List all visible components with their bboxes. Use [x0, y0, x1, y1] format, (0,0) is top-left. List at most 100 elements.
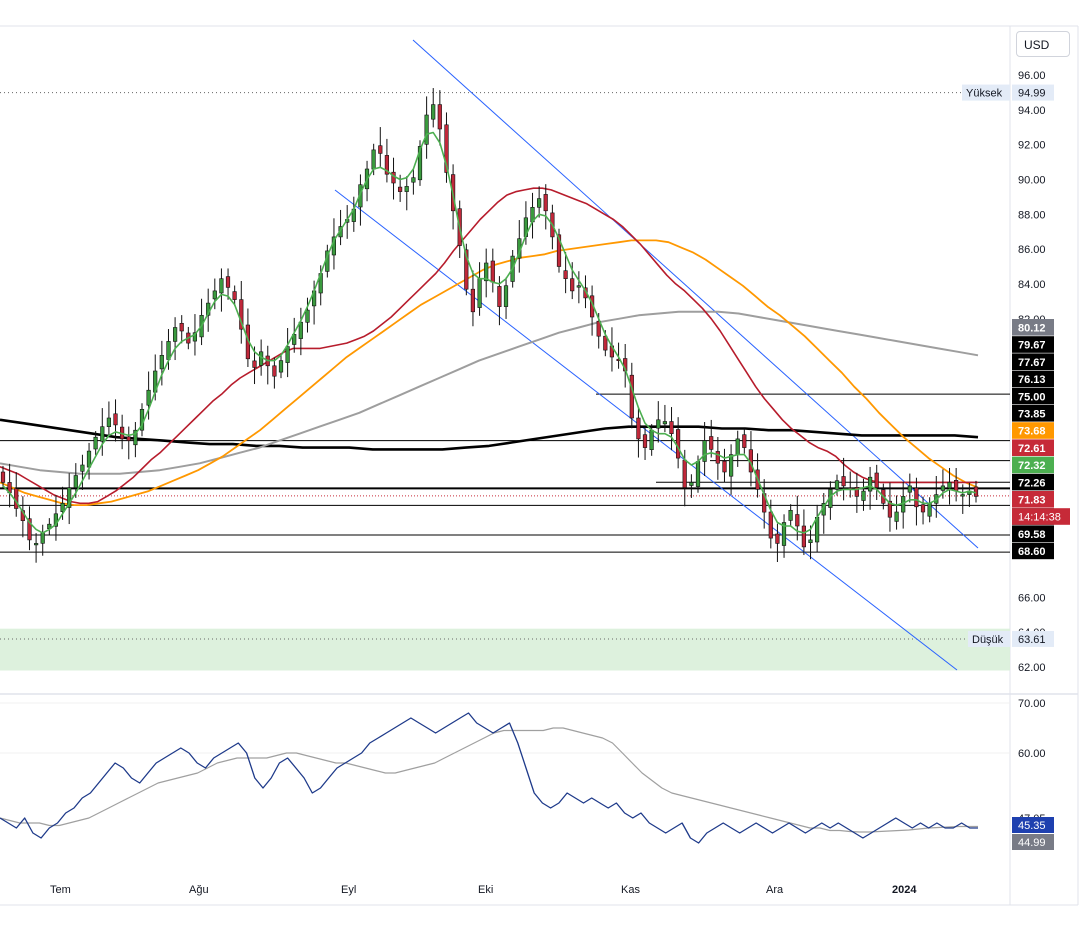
rsi-badge: 44.99 [1018, 837, 1046, 849]
price-badge: 72.32 [1018, 460, 1046, 472]
candle-body [960, 494, 965, 497]
rsi-ma-line [0, 727, 978, 833]
candle-body [477, 278, 482, 308]
candle-body [788, 509, 793, 521]
ma-green-line [2, 131, 977, 534]
candle-body [947, 482, 952, 489]
candle-body [146, 389, 151, 406]
price-badge-bg [1012, 336, 1054, 353]
low-label-bg [968, 630, 1010, 647]
candle-body [689, 482, 694, 486]
candle-body [106, 417, 111, 427]
price-tick-label: 62.00 [1018, 662, 1046, 674]
candle-body [709, 436, 714, 450]
candle-body [629, 374, 634, 419]
candle-body [252, 360, 257, 368]
candle-body [159, 354, 164, 370]
demand-zone [0, 628, 1010, 671]
candle-body [887, 500, 892, 518]
price-badge-bg [1012, 525, 1054, 542]
time-axis-label: Ağu [189, 884, 209, 896]
candle-body [173, 327, 178, 342]
candle-body [841, 476, 846, 487]
price-badge-bg [1012, 542, 1054, 560]
candle-body [437, 104, 442, 130]
price-badge: 69.58 [1018, 529, 1046, 541]
candle-body [378, 145, 383, 154]
candle-body [285, 346, 290, 363]
candle-body [563, 270, 568, 280]
candle-body [801, 525, 806, 548]
candle-body [642, 434, 648, 448]
candle-body [795, 514, 800, 527]
candle-body [33, 543, 39, 546]
candle-body [391, 171, 396, 184]
price-badge: 75.00 [1018, 391, 1046, 403]
time-axis-label: Kas [621, 884, 640, 896]
high-value-bg [1012, 84, 1054, 101]
high-label-bg [962, 84, 1010, 101]
candle-body [834, 480, 840, 490]
candle-body [192, 332, 198, 342]
candle-body [431, 104, 436, 120]
candle-body [662, 421, 667, 425]
candle-body [722, 460, 727, 473]
candle-body [874, 472, 879, 488]
candle-body [781, 522, 787, 546]
channel-upper-line [412, 39, 979, 549]
candle-body [543, 194, 548, 212]
candle-body [126, 436, 131, 441]
price-tick-label: 92.00 [1018, 140, 1046, 152]
candle-body [603, 335, 608, 351]
ma-orange-line [0, 239, 979, 507]
candle-body [953, 479, 959, 492]
rsi-tick-label: 60.00 [1018, 748, 1046, 760]
rsi-badge-bg [1012, 834, 1054, 850]
candle-body [278, 360, 284, 373]
candle-body [576, 285, 581, 288]
rsi-tick-label: 70.00 [1018, 698, 1046, 710]
candle-body [305, 309, 310, 323]
candle-body [93, 436, 98, 450]
rsi-line [0, 712, 978, 844]
candle-body [384, 155, 390, 175]
candle-body [470, 288, 476, 313]
price-badge: 72.61 [1018, 443, 1046, 455]
candle-body [894, 511, 899, 522]
high-label: Yüksek [966, 88, 1003, 100]
currency-selector[interactable]: USD [1016, 31, 1070, 57]
rsi-badge: 45.35 [1018, 820, 1046, 832]
candle-body [225, 276, 231, 288]
candle-body [702, 440, 707, 462]
time-axis-label: Eki [478, 884, 493, 896]
candle-body [735, 438, 740, 455]
candle-body [715, 451, 720, 464]
ma-black-line [0, 418, 979, 451]
price-badge: 77.67 [1018, 357, 1046, 369]
price-tick-label: 88.00 [1018, 209, 1046, 221]
candle-body [556, 234, 562, 267]
candle-body [742, 434, 747, 448]
candle-body [940, 485, 945, 491]
candle-body [861, 490, 866, 501]
price-tick-label: 66.00 [1018, 592, 1046, 604]
time-axis-label: Ara [766, 884, 784, 896]
candle-body [179, 322, 184, 332]
candle-body [133, 429, 138, 446]
candle-body [424, 114, 429, 145]
price-tick-label: 86.00 [1018, 244, 1046, 256]
time-axis-label: 2024 [892, 884, 917, 896]
candle-body [298, 321, 303, 339]
candle-body [40, 532, 45, 544]
low-value: 63.61 [1018, 634, 1046, 646]
candle-body [914, 487, 919, 508]
price-badge-bg [1012, 439, 1054, 456]
candle-body [536, 198, 542, 208]
candle-body [497, 286, 502, 307]
candle-body [927, 502, 932, 517]
candle-body [239, 299, 244, 330]
candle-body [80, 464, 85, 472]
candle-body [775, 533, 780, 544]
